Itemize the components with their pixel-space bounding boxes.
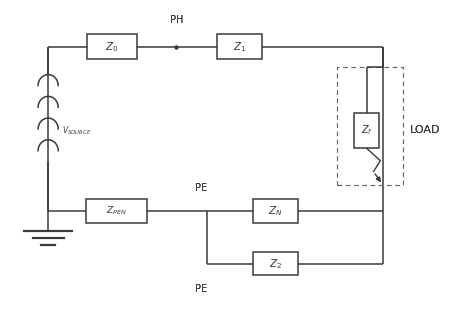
Text: $Z_2$: $Z_2$: [269, 257, 283, 271]
FancyBboxPatch shape: [87, 34, 137, 59]
Text: PE: PE: [195, 284, 208, 294]
Text: $Z_0$: $Z_0$: [105, 40, 118, 54]
Text: $V_{SOURCE}$: $V_{SOURCE}$: [62, 125, 91, 137]
FancyBboxPatch shape: [354, 113, 379, 148]
FancyBboxPatch shape: [217, 34, 262, 59]
Text: $Z_1$: $Z_1$: [233, 40, 246, 54]
Text: LOAD: LOAD: [410, 126, 440, 135]
Text: $Z_{PEN}$: $Z_{PEN}$: [106, 205, 127, 217]
FancyBboxPatch shape: [337, 67, 403, 185]
Text: PE: PE: [195, 284, 208, 294]
FancyBboxPatch shape: [253, 252, 299, 276]
Text: PE: PE: [195, 182, 208, 193]
Text: $Z_f$: $Z_f$: [361, 124, 373, 137]
FancyBboxPatch shape: [253, 200, 299, 223]
FancyBboxPatch shape: [86, 200, 147, 223]
Text: PE: PE: [195, 182, 208, 193]
Text: PH: PH: [170, 15, 183, 25]
Text: PH: PH: [170, 15, 183, 25]
Text: $Z_N$: $Z_N$: [268, 204, 283, 218]
Text: LOAD: LOAD: [410, 126, 440, 135]
